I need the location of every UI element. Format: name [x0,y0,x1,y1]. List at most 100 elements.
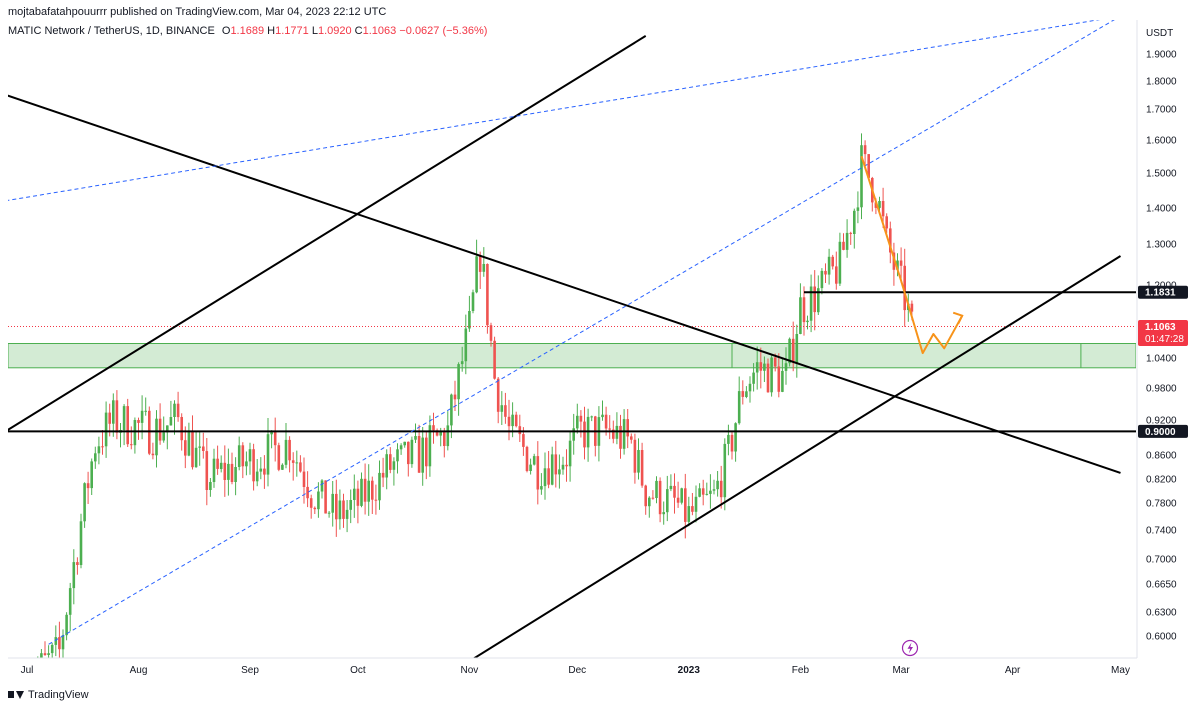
projection-arrowhead [952,311,964,325]
trendline-ascending-upper[interactable] [5,35,647,432]
candle-body [493,340,496,379]
candle-body [363,478,367,502]
candle-body [773,357,777,367]
candle-body [579,415,583,422]
time-tick-label: May [1111,665,1130,676]
candle-body [83,483,86,522]
candle-body [727,434,730,444]
candle-body [860,145,863,208]
candle-body [68,588,72,615]
candle-body [565,464,568,467]
candle-body [496,378,500,412]
trendline-ascending-support[interactable] [469,255,1122,661]
candle-body [230,463,234,482]
candle-body [896,260,899,270]
candle-body [630,436,633,440]
candle-body [820,270,824,289]
candle-body [827,256,831,275]
candle-body [817,288,820,313]
last-price-label: 1.1063 01:47:28 [1138,320,1188,346]
support-zone[interactable] [8,343,1136,369]
candle-body [468,311,471,329]
candle-body [687,506,691,522]
candle-body [385,454,388,478]
candle-body [547,468,550,485]
ohlc-low-label: L [311,25,318,37]
candle-body [673,485,676,498]
time-tick-label: Jul [21,665,34,676]
candle-body [813,286,816,313]
candle-body [471,292,475,311]
candle-body [58,637,61,650]
candle-body [691,506,694,512]
plot-area[interactable] [5,16,1136,709]
candle-body [633,439,637,473]
candle-body [227,463,230,480]
ohlc-close: 1.1063 [362,25,397,37]
projection-path[interactable] [860,155,964,355]
candle-body [295,462,299,464]
candle-body [734,423,737,452]
candle-body [33,681,36,689]
candle-body [414,436,417,440]
candle-body [446,425,450,447]
candle-body [766,363,770,393]
price-tick-label: 0.9200 [1146,416,1177,427]
price-labels: 1.1831 1.1063 01:47:28 0.9000 [1138,285,1188,438]
candle-body [299,462,302,472]
drawings[interactable] [5,16,1136,661]
time-tick-label: Mar [892,665,910,676]
candle-body [86,483,90,489]
candle-body [381,472,385,478]
candle-body [140,410,144,423]
candle-body [824,270,827,275]
price-tick-label: 0.6650 [1146,580,1177,591]
candle-body [144,410,147,412]
candle-body [432,425,435,431]
candle-body [676,497,680,503]
candle-body [335,493,338,520]
candle-body [202,446,205,451]
candle-body [291,460,295,463]
price-tick-label: 0.7800 [1146,499,1177,510]
candle-body [219,462,223,469]
channel-upper-dashed[interactable] [5,16,1120,201]
candle-body [61,635,65,650]
footer-brand[interactable]: TradingView [8,689,89,701]
candle-body [802,297,806,323]
candle-body [94,453,97,462]
time-axis[interactable]: Jul Aug Sep Oct Nov Dec 2023 Feb Mar Apr May [21,665,1130,676]
candle-body [173,403,176,417]
candle-body [410,439,414,465]
svg-text:1.1063: 1.1063 [1145,322,1176,333]
candle-body [158,418,162,441]
trendline-descending-resistance[interactable] [5,94,1121,474]
candle-body [309,498,313,508]
price-tick-label: 1.5000 [1146,169,1177,180]
time-tick-label: Nov [461,665,479,676]
candle-body [371,480,374,500]
candle-body [741,391,745,397]
candle-body [313,507,317,510]
candle-body [903,265,906,311]
candle-body [507,416,511,427]
price-tick-label: 0.6000 [1146,632,1177,643]
candle-body [576,415,579,429]
candle-body [374,499,378,501]
svg-text:1.1831: 1.1831 [1145,288,1176,299]
candle-body [626,419,629,437]
candle-body [709,490,712,494]
time-tick-label: Aug [130,665,148,676]
time-tick-label: Apr [1005,665,1021,676]
candle-body [737,391,741,424]
candle-body [666,489,669,513]
candle-body [701,488,705,495]
candle-body [277,445,281,470]
candle-body [360,478,363,506]
candle-body [281,464,284,470]
channel-lower-dashed[interactable] [48,16,1121,645]
candle-body [845,232,849,250]
flash-icon[interactable] [901,639,919,657]
candle-body [72,562,76,589]
